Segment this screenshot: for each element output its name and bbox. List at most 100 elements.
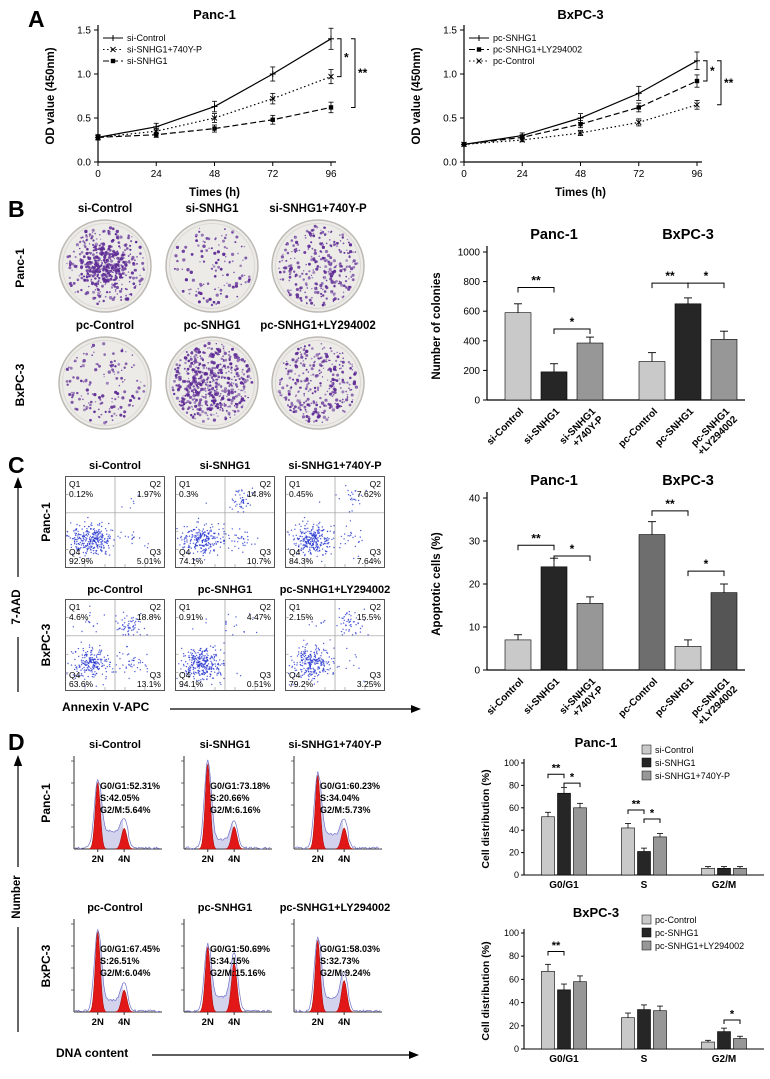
svg-text:si-SNHG1: si-SNHG1	[127, 56, 168, 66]
tick-4n: 4N	[338, 1017, 350, 1028]
g0g1-pct: G0/G1:52.31%	[100, 781, 160, 791]
g0g1-pct: G0/G1:67.45%	[100, 944, 160, 954]
svg-text:60: 60	[509, 803, 519, 813]
row-label-bxpc3: BxPC-3	[39, 623, 53, 667]
y-axis-label: Cell distribution (%)	[480, 941, 492, 1040]
svg-text:si-SNHG1+740Y-P: si-SNHG1+740Y-P	[655, 771, 730, 781]
flow-plot-title: si-SNHG1+740Y-P	[288, 460, 382, 472]
q2-pct: 4.47%	[247, 612, 272, 622]
svg-text:40: 40	[469, 494, 481, 505]
colony-dots	[66, 226, 145, 306]
flow-dot-cloud	[66, 605, 148, 687]
svg-text:10: 10	[469, 623, 481, 634]
bar-x-label: si-Control	[485, 676, 526, 717]
svg-text:40: 40	[509, 825, 519, 835]
q3-pct: 10.7%	[247, 556, 272, 566]
cycle-plot-title: pc-SNHG1	[197, 902, 253, 914]
svg-text:60: 60	[509, 974, 519, 984]
g0g1-pct: G0/G1:58.03%	[320, 944, 380, 954]
svg-text:48: 48	[209, 169, 221, 180]
cell-cycle-histogram: G0/G1:73.18% S:20.66% G2/M:6.16% 2N 4N	[181, 756, 272, 865]
svg-text:**: **	[358, 66, 368, 80]
svg-text:**: **	[724, 76, 734, 90]
svg-text:**: **	[531, 531, 541, 545]
svg-text:*: *	[344, 51, 349, 65]
svg-text:**: **	[665, 497, 675, 511]
cell-cycle-histogram: G0/G1:67.45% S:26.51% G2/M:6.04% 2N 4N	[71, 919, 162, 1028]
svg-text:si-SNHG1: si-SNHG1	[655, 758, 696, 768]
bar-x-label: si-Control	[485, 406, 526, 447]
panel-b-label: B	[8, 196, 25, 222]
bar-x-label: pc-Control	[617, 676, 661, 720]
colony-dish	[165, 219, 259, 313]
group-title: BxPC-3	[662, 473, 714, 489]
svg-text:96: 96	[325, 169, 337, 180]
g0g1-pct: G0/G1:50.69%	[210, 944, 270, 954]
axes: 0.0 0.5 1.0 1.5 0 24 48 72 96	[443, 25, 703, 180]
q2-label: Q2	[370, 479, 382, 489]
svg-text:0: 0	[474, 666, 480, 677]
svg-text:0.5: 0.5	[443, 114, 457, 125]
row-label-bxpc3: BxPC-3	[39, 944, 53, 988]
svg-text:*: *	[704, 557, 709, 571]
q3-label: Q3	[370, 670, 382, 680]
svg-text:**: **	[665, 269, 675, 283]
flow-plot-title: si-SNHG1	[199, 460, 251, 472]
svg-text:72: 72	[633, 169, 645, 180]
dish-title: si-Control	[77, 203, 133, 215]
cycle-plot-title: pc-Control	[87, 902, 143, 914]
bar-x-label: si-SNHG1	[522, 406, 563, 447]
flow-plot-title: pc-SNHG1	[197, 584, 253, 596]
chart-title: Panc-1	[575, 735, 618, 750]
dish-title: pc-Control	[75, 320, 135, 332]
panel-c-label: C	[8, 452, 25, 478]
row-label-panc1: Panc-1	[39, 783, 53, 823]
q1-pct: 4.6%	[69, 612, 89, 622]
svg-text:0: 0	[95, 169, 101, 180]
y-axis-label: Apoptotic cells (%)	[431, 532, 443, 636]
tick-2n: 2N	[92, 854, 104, 865]
cycle-x-axis-label: DNA content	[56, 1046, 129, 1060]
svg-text:si-Control: si-Control	[127, 33, 166, 43]
flow-dot-cloud	[287, 485, 367, 563]
svg-text:pc-SNHG1: pc-SNHG1	[655, 928, 699, 938]
q4-pct: 84.3%	[289, 556, 314, 566]
q2-label: Q2	[370, 602, 382, 612]
q4-label: Q4	[179, 547, 191, 557]
category-label: G0/G1	[549, 1054, 579, 1065]
svg-text:30: 30	[469, 537, 481, 548]
svg-text:pc-SNHG1: pc-SNHG1	[493, 33, 537, 43]
tick-4n: 4N	[338, 854, 350, 865]
q4-label: Q4	[289, 547, 301, 557]
bar-x-label: pc-SNHG1+LY294002	[688, 676, 740, 728]
cell-cycle-histogram: G0/G1:58.03% S:32.73% G2/M:9.24% 2N 4N	[291, 919, 382, 1028]
flow-dot-cloud	[176, 487, 259, 561]
svg-text:*: *	[730, 1009, 735, 1021]
svg-text:600: 600	[463, 307, 480, 318]
cck8-line-chart-panc1: Panc-1 0.0 0.5 1.0 1.5 0 24 48 72 96 Times (h) OD v…	[45, 7, 368, 199]
svg-text:**: **	[552, 763, 561, 775]
svg-text:48: 48	[575, 169, 587, 180]
bar-x-label: si-SNHG1+740Y-P	[558, 676, 606, 724]
q2-label: Q2	[150, 602, 162, 612]
svg-text:0.5: 0.5	[77, 114, 91, 125]
q2-pct: 1.97%	[137, 489, 162, 499]
colony-dish	[58, 336, 152, 430]
x-axis-arrow	[170, 705, 421, 713]
cell-cycle-histogram: G0/G1:52.31% S:42.05% G2/M:5.64% 2N 4N	[71, 756, 162, 865]
q1-label: Q1	[179, 479, 191, 489]
q4-pct: 74.1%	[179, 556, 204, 566]
bars	[504, 297, 738, 401]
chart-title: BxPC-3	[573, 905, 619, 920]
cycle-plot-title: pc-SNHG1+LY294002	[279, 902, 391, 914]
q4-label: Q4	[69, 547, 81, 557]
svg-text:1.5: 1.5	[77, 26, 91, 37]
q4-label: Q4	[69, 670, 81, 680]
group-title: Panc-1	[530, 227, 578, 243]
legend: si-Control si-SNHG1+740Y-Psi-SNHG1	[103, 33, 202, 66]
panel-d-label: D	[8, 729, 25, 755]
